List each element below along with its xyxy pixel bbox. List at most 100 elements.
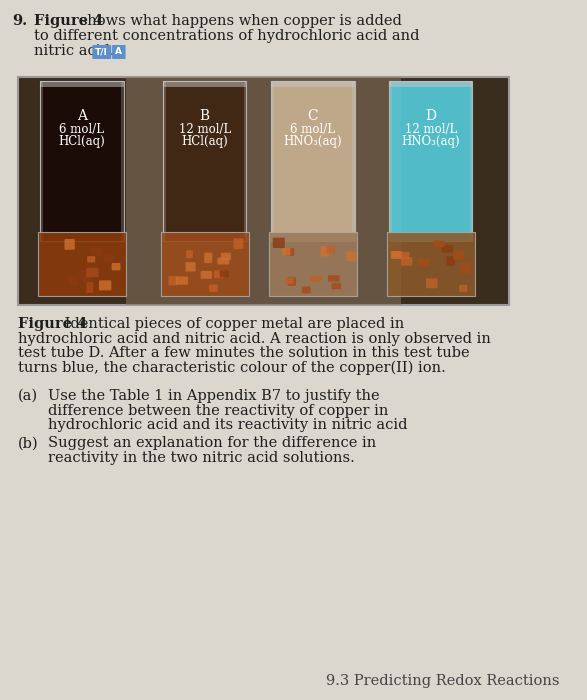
FancyBboxPatch shape xyxy=(446,256,456,266)
Text: 9.3 Predicting Redox Reactions: 9.3 Predicting Redox Reactions xyxy=(326,674,560,688)
FancyBboxPatch shape xyxy=(210,284,218,292)
FancyBboxPatch shape xyxy=(221,253,231,260)
FancyBboxPatch shape xyxy=(460,263,470,273)
FancyBboxPatch shape xyxy=(282,248,291,256)
FancyBboxPatch shape xyxy=(391,251,402,259)
FancyBboxPatch shape xyxy=(392,251,403,258)
Bar xyxy=(126,77,402,305)
FancyBboxPatch shape xyxy=(321,246,329,256)
Bar xyxy=(389,81,473,242)
FancyBboxPatch shape xyxy=(453,251,463,260)
Bar xyxy=(40,81,124,87)
FancyBboxPatch shape xyxy=(112,45,126,59)
FancyBboxPatch shape xyxy=(82,273,92,281)
FancyBboxPatch shape xyxy=(417,258,430,266)
FancyBboxPatch shape xyxy=(186,250,193,258)
FancyBboxPatch shape xyxy=(426,279,437,288)
FancyBboxPatch shape xyxy=(286,248,294,256)
Text: Identical pieces of copper metal are placed in: Identical pieces of copper metal are pla… xyxy=(60,317,404,331)
FancyBboxPatch shape xyxy=(112,263,120,270)
Bar xyxy=(389,81,392,242)
Text: difference between the reactivity of copper in: difference between the reactivity of cop… xyxy=(48,403,389,417)
FancyBboxPatch shape xyxy=(433,241,445,247)
FancyBboxPatch shape xyxy=(201,271,212,279)
Text: HNO₃(aq): HNO₃(aq) xyxy=(284,135,342,148)
FancyBboxPatch shape xyxy=(441,245,453,253)
Bar xyxy=(389,81,473,87)
Bar xyxy=(244,81,247,242)
Text: hydrochloric acid and nitric acid. A reaction is only observed in: hydrochloric acid and nitric acid. A rea… xyxy=(18,332,491,346)
Text: B: B xyxy=(200,109,210,123)
FancyBboxPatch shape xyxy=(285,278,294,284)
FancyBboxPatch shape xyxy=(220,270,229,277)
Bar xyxy=(163,81,247,87)
FancyBboxPatch shape xyxy=(87,256,95,262)
FancyBboxPatch shape xyxy=(273,237,285,248)
Text: Suggest an explanation for the difference in: Suggest an explanation for the differenc… xyxy=(48,437,377,451)
Text: 12 mol/L: 12 mol/L xyxy=(178,123,231,136)
Bar xyxy=(352,81,355,242)
FancyBboxPatch shape xyxy=(302,286,311,293)
Text: A: A xyxy=(115,48,122,57)
Text: Figure 4: Figure 4 xyxy=(18,317,87,331)
Text: HNO₃(aq): HNO₃(aq) xyxy=(402,135,460,148)
FancyBboxPatch shape xyxy=(347,251,356,261)
Text: hydrochloric acid and its reactivity in nitric acid: hydrochloric acid and its reactivity in … xyxy=(48,418,408,432)
Bar xyxy=(470,81,473,242)
Text: HCl(aq): HCl(aq) xyxy=(59,135,105,148)
Text: 6 mol/L: 6 mol/L xyxy=(59,123,104,136)
Bar xyxy=(161,232,248,296)
Text: nitric acid.: nitric acid. xyxy=(34,44,114,58)
Bar xyxy=(269,232,357,296)
Text: 6 mol/L: 6 mol/L xyxy=(291,123,335,136)
Text: C: C xyxy=(308,109,318,123)
FancyBboxPatch shape xyxy=(69,276,79,286)
Text: A: A xyxy=(77,109,87,123)
FancyBboxPatch shape xyxy=(217,258,230,265)
FancyBboxPatch shape xyxy=(402,252,410,260)
FancyBboxPatch shape xyxy=(92,45,111,59)
Text: Figure 4: Figure 4 xyxy=(34,14,103,28)
FancyBboxPatch shape xyxy=(288,277,296,286)
Text: to different concentrations of hydrochloric acid and: to different concentrations of hydrochlo… xyxy=(34,29,420,43)
FancyBboxPatch shape xyxy=(99,281,112,290)
Text: T/I: T/I xyxy=(95,48,108,57)
Bar xyxy=(40,81,124,242)
Text: shows what happens when copper is added: shows what happens when copper is added xyxy=(75,14,402,28)
Text: test tube D. After a few minutes the solution in this test tube: test tube D. After a few minutes the sol… xyxy=(18,346,470,360)
Bar xyxy=(387,232,474,296)
Bar xyxy=(38,232,126,296)
FancyBboxPatch shape xyxy=(234,238,244,249)
Bar xyxy=(271,81,355,242)
FancyBboxPatch shape xyxy=(96,248,103,256)
Text: reactivity in the two nitric acid solutions.: reactivity in the two nitric acid soluti… xyxy=(48,451,355,465)
Text: D: D xyxy=(425,109,436,123)
FancyBboxPatch shape xyxy=(459,285,467,292)
FancyBboxPatch shape xyxy=(332,283,341,289)
Text: 9.: 9. xyxy=(12,14,28,28)
FancyBboxPatch shape xyxy=(86,268,99,277)
FancyBboxPatch shape xyxy=(176,276,188,285)
Text: (b): (b) xyxy=(18,437,39,451)
FancyBboxPatch shape xyxy=(326,246,335,253)
Bar xyxy=(18,77,510,305)
FancyBboxPatch shape xyxy=(214,270,224,279)
FancyBboxPatch shape xyxy=(401,257,412,266)
Bar xyxy=(271,81,355,87)
FancyBboxPatch shape xyxy=(168,276,177,286)
Bar xyxy=(271,81,274,242)
Bar xyxy=(121,81,124,242)
Bar xyxy=(163,81,166,242)
FancyBboxPatch shape xyxy=(103,254,114,262)
Text: turns blue, the characteristic colour of the copper(II) ion.: turns blue, the characteristic colour of… xyxy=(18,360,446,375)
FancyBboxPatch shape xyxy=(86,282,93,293)
FancyBboxPatch shape xyxy=(91,248,98,255)
FancyBboxPatch shape xyxy=(328,275,340,281)
FancyBboxPatch shape xyxy=(310,276,322,281)
FancyBboxPatch shape xyxy=(185,262,195,272)
FancyBboxPatch shape xyxy=(65,239,75,250)
Text: Use the Table 1 in Appendix B7 to justify the: Use the Table 1 in Appendix B7 to justif… xyxy=(48,389,380,403)
Text: HCl(aq): HCl(aq) xyxy=(181,135,228,148)
Text: 12 mol/L: 12 mol/L xyxy=(404,123,457,136)
FancyBboxPatch shape xyxy=(204,253,212,263)
